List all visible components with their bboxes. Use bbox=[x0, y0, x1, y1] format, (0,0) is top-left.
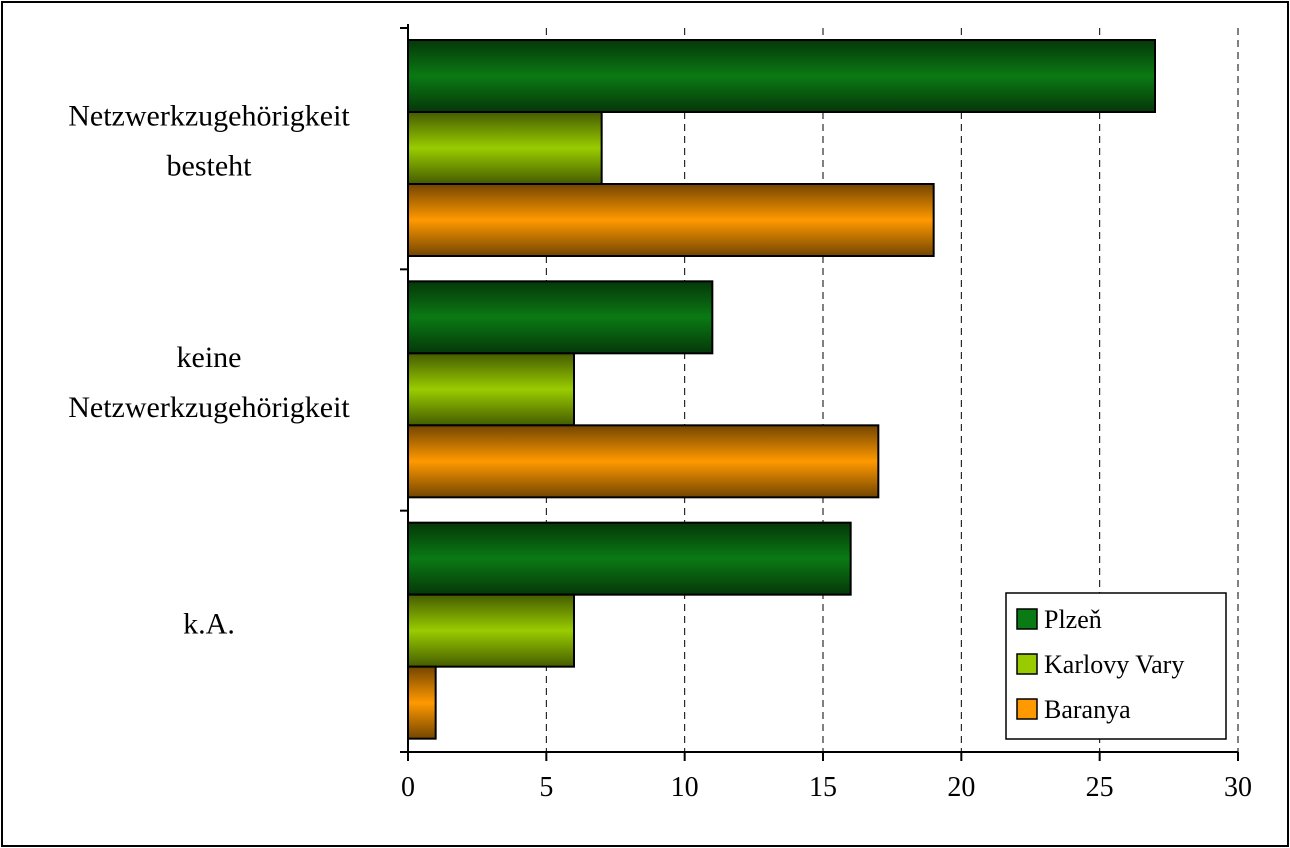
bar-karlovy-vary-1 bbox=[407, 111, 603, 185]
x-tick-label-0: 0 bbox=[401, 772, 415, 803]
x-tick-label-20: 20 bbox=[947, 772, 975, 803]
bar-plzen-3 bbox=[407, 521, 852, 596]
category-label-3-line-1: k.A. bbox=[183, 607, 235, 640]
category-label-1-line-2: besteht bbox=[167, 150, 253, 183]
category-label-2-line-2: Netzwerkzugehörigkeit bbox=[68, 391, 350, 424]
legend-label-baranya: Baranya bbox=[1044, 695, 1131, 724]
x-tick-label-5: 5 bbox=[539, 772, 553, 803]
bar-baranya-3 bbox=[407, 665, 437, 740]
legend: Plzeň Karlovy Vary Baranya bbox=[1005, 592, 1227, 740]
labels: 0 5 10 15 20 25 30 Netzwerkzugehörigkeit besteht… bbox=[68, 100, 1252, 803]
x-tick-label-30: 30 bbox=[1224, 772, 1252, 803]
legend-swatch-plzen bbox=[1016, 608, 1038, 630]
bar-plzen-1 bbox=[407, 39, 1156, 113]
legend-label-karlovy-vary: Karlovy Vary bbox=[1044, 650, 1184, 679]
legend-label-plzen: Plzeň bbox=[1044, 605, 1102, 634]
bar-baranya-2 bbox=[407, 424, 880, 499]
axes bbox=[400, 24, 1239, 761]
bar-baranya-1 bbox=[407, 183, 935, 257]
legend-swatch-baranya bbox=[1016, 698, 1038, 720]
category-label-2-line-1: keine bbox=[177, 341, 242, 374]
legend-swatch-karlovy-vary bbox=[1016, 653, 1038, 675]
bar-karlovy-vary-2 bbox=[407, 352, 575, 427]
category-label-1-line-1: Netzwerkzugehörigkeit bbox=[68, 100, 350, 133]
x-tick-label-15: 15 bbox=[809, 772, 837, 803]
legend-box bbox=[1005, 592, 1227, 740]
bars bbox=[407, 39, 1156, 740]
x-tick-label-25: 25 bbox=[1086, 772, 1114, 803]
x-tick-label-10: 10 bbox=[671, 772, 699, 803]
bar-karlovy-vary-3 bbox=[407, 593, 575, 668]
bar-plzen-2 bbox=[407, 280, 714, 355]
